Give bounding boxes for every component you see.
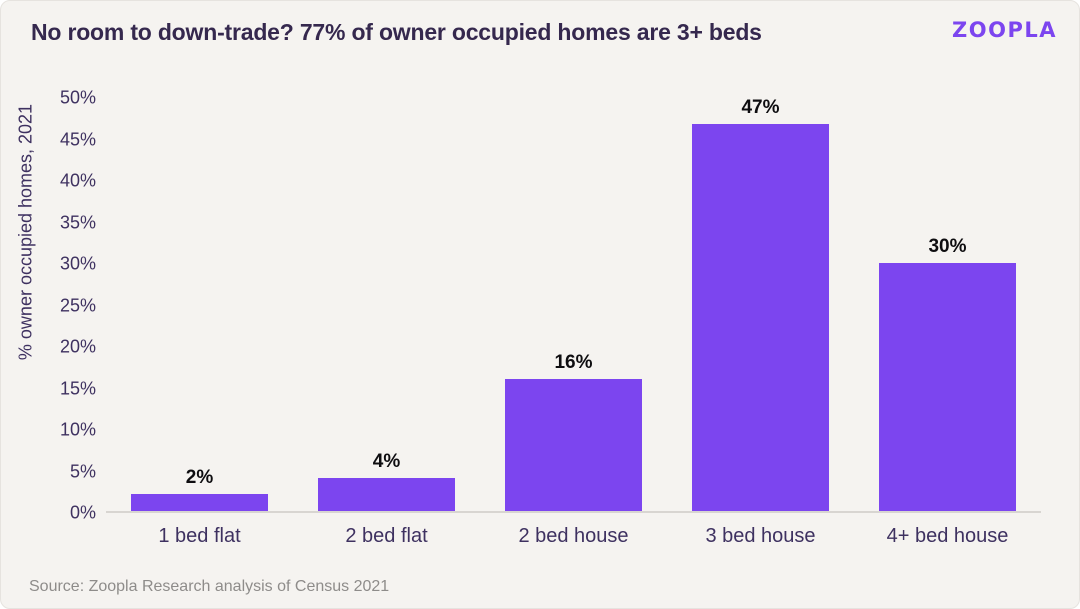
y-axis-tick-label: 45%: [59, 129, 96, 149]
bar: [318, 477, 455, 511]
plot-area: 2% 4% 16% 47% 30%: [106, 98, 1041, 513]
bar-group: 4%: [293, 98, 480, 511]
bar-group: 30%: [854, 98, 1041, 511]
chart-title: No room to down-trade? 77% of owner occu…: [31, 19, 762, 45]
bar-value-label: 16%: [554, 351, 593, 373]
x-axis-labels: 1 bed flat 2 bed flat 2 bed house 3 bed hou…: [106, 525, 1041, 548]
bar-value-label: 2%: [185, 467, 214, 489]
bar: [692, 124, 829, 511]
x-axis-label: 1 bed flat: [158, 525, 241, 547]
y-axis-tick-label: 25%: [59, 295, 96, 315]
x-axis-label: 4+ bed house: [886, 525, 1009, 547]
y-axis-tick-label: 10%: [59, 419, 96, 440]
x-axis-label: 2 bed flat: [345, 525, 428, 547]
x-axis-label: 3 bed house: [705, 525, 816, 547]
bar-value-label: 4%: [372, 450, 401, 472]
bar-group: 16%: [480, 98, 667, 511]
bar-group: 2%: [106, 98, 293, 511]
zoopla-logo: zoopla: [952, 18, 1057, 42]
y-axis-tick-label: 30%: [59, 253, 96, 274]
y-axis-tick-label: 50%: [59, 87, 96, 108]
y-axis-tick-label: 40%: [59, 170, 96, 191]
x-axis-label: 2 bed house: [518, 525, 629, 547]
y-axis-tick-label: 0%: [69, 502, 96, 523]
bar-group: 47%: [667, 98, 854, 511]
bar: [879, 263, 1016, 511]
bar-value-label: 47%: [741, 97, 780, 118]
y-axis-tick-label: 15%: [59, 378, 96, 398]
bar: [131, 494, 268, 511]
source-note: Source: Zoopla Research analysis of Cens…: [29, 578, 390, 595]
bar-value-label: 30%: [928, 236, 967, 258]
y-axis-tick-label: 20%: [59, 336, 96, 357]
y-axis-ticks: 0% 5% 10% 15% 20% 25% 30% 35% 40% 45% 50%: [1, 88, 96, 523]
y-axis-tick-label: 5%: [69, 461, 96, 481]
bar: [505, 378, 642, 511]
y-axis-tick-label: 35%: [59, 212, 96, 232]
